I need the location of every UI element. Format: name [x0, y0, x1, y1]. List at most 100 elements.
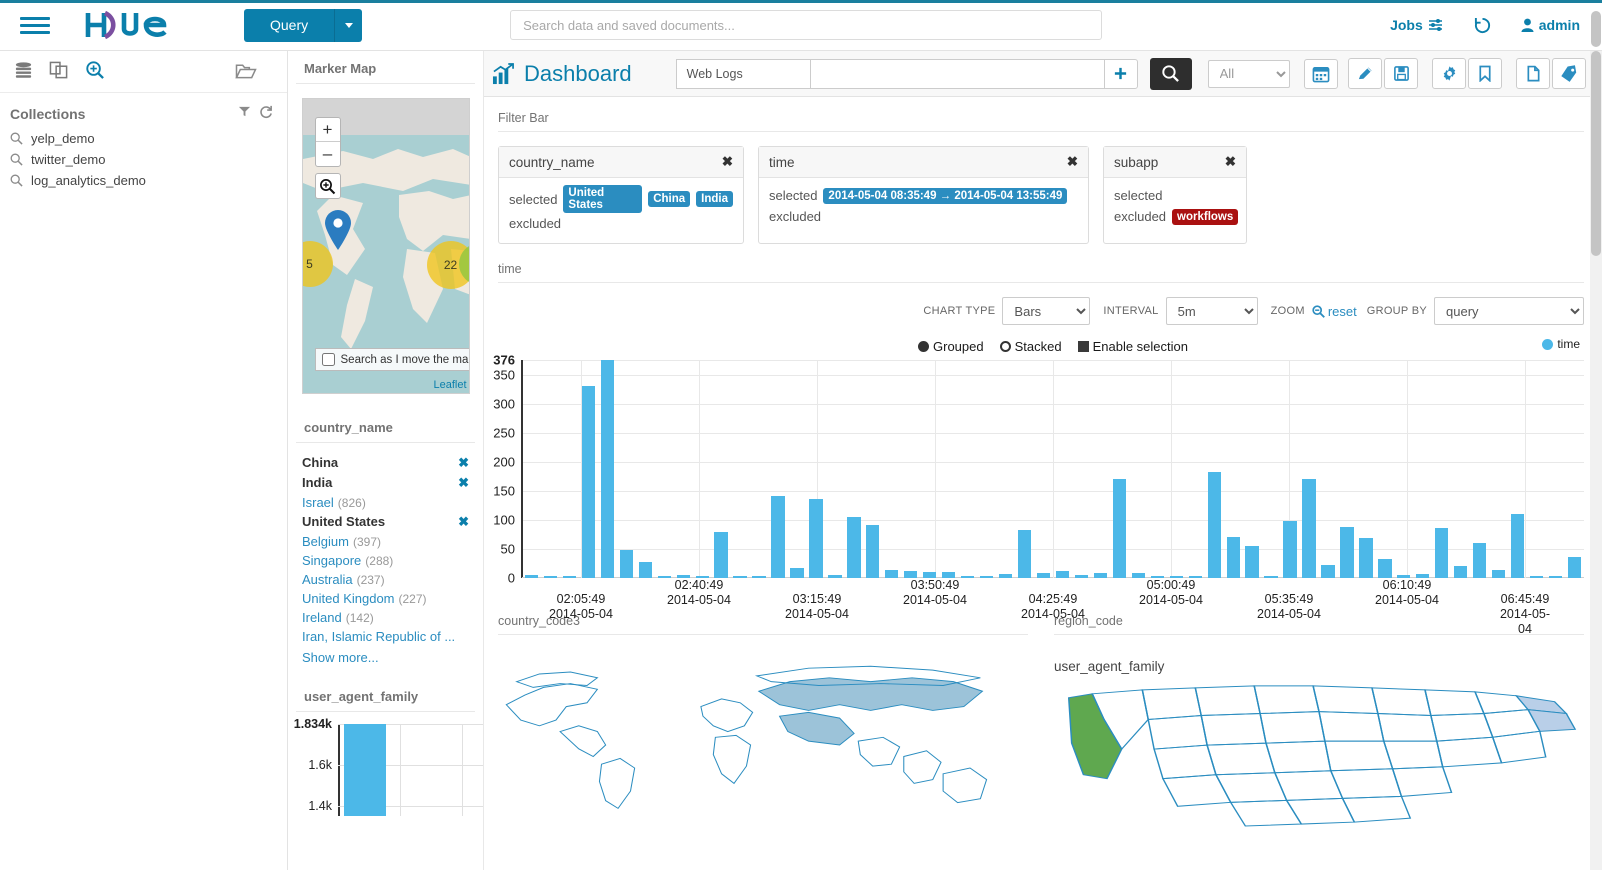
- database-icon[interactable]: [14, 61, 33, 83]
- query-button-group[interactable]: Query: [244, 8, 363, 42]
- remove-icon[interactable]: ✖: [458, 475, 469, 490]
- chart-bar[interactable]: [752, 576, 766, 578]
- chart-bar[interactable]: [1036, 572, 1051, 578]
- collection-item-log-analytics-demo[interactable]: log_analytics_demo: [0, 170, 287, 191]
- us-choropleth-map[interactable]: [1054, 680, 1584, 830]
- excluded-tag-workflows[interactable]: workflows: [1172, 208, 1239, 225]
- chart-bar[interactable]: [1283, 521, 1297, 578]
- chart-bar[interactable]: [961, 576, 975, 578]
- bookmark-button[interactable]: [1468, 58, 1502, 89]
- mini-bar[interactable]: [344, 724, 386, 816]
- map-marker-pin[interactable]: [323, 209, 353, 254]
- chart-bar[interactable]: [1397, 574, 1411, 578]
- facet-item-israel[interactable]: Israel (826): [302, 495, 366, 510]
- chart-bar[interactable]: [790, 567, 804, 578]
- facet-item-australia[interactable]: Australia (237): [302, 572, 385, 587]
- stacked-radio[interactable]: Stacked: [999, 339, 1062, 354]
- chart-bar[interactable]: [828, 574, 842, 578]
- chart-bar[interactable]: [638, 561, 652, 578]
- zoom-reset-link[interactable]: reset: [1312, 304, 1357, 319]
- selected-tag-united-states[interactable]: United States: [563, 185, 643, 213]
- facet-item-belgium[interactable]: Belgium (397): [302, 534, 381, 549]
- chart-bar[interactable]: [998, 573, 1013, 578]
- leaflet-attribution[interactable]: Leaflet: [433, 379, 467, 391]
- chart-bar[interactable]: [1207, 472, 1221, 578]
- history-button[interactable]: [1474, 17, 1491, 34]
- chart-bar[interactable]: [581, 385, 595, 578]
- grouped-radio[interactable]: Grouped: [918, 339, 984, 354]
- chart-bar[interactable]: [1359, 538, 1373, 578]
- chart-bar[interactable]: [1188, 576, 1202, 578]
- folder-open-icon[interactable]: [235, 61, 257, 83]
- selected-tag-time-range[interactable]: 2014-05-04 08:35:49 → 2014-05-04 13:55:4…: [823, 187, 1068, 204]
- group-by-select[interactable]: query: [1434, 297, 1584, 325]
- scope-select[interactable]: All: [1207, 59, 1290, 88]
- chart-bar[interactable]: [676, 574, 690, 578]
- chart-bar[interactable]: [1264, 576, 1278, 578]
- marker-map[interactable]: + – 5 22 2: [301, 98, 470, 394]
- chart-bar[interactable]: [1131, 572, 1145, 578]
- close-icon[interactable]: ✖: [721, 154, 733, 169]
- show-more-link[interactable]: Show more...: [302, 650, 379, 665]
- chart-bar[interactable]: [1226, 536, 1240, 578]
- enable-selection-toggle[interactable]: Enable selection: [1077, 339, 1188, 354]
- map-zoom-controls[interactable]: + –: [314, 117, 341, 167]
- chart-bar[interactable]: [524, 574, 539, 578]
- chart-bar[interactable]: [1169, 576, 1183, 578]
- chart-bar[interactable]: [1567, 557, 1582, 578]
- query-dropdown-toggle[interactable]: [334, 8, 363, 42]
- map-zoom-out-button[interactable]: –: [322, 144, 333, 163]
- world-choropleth-map[interactable]: [498, 649, 1028, 819]
- selected-tag-china[interactable]: China: [648, 191, 691, 207]
- scrollbar-thumb[interactable]: [1591, 51, 1601, 256]
- query-input[interactable]: [809, 58, 1104, 89]
- map-zoom-in-button[interactable]: +: [315, 118, 340, 142]
- global-search-input[interactable]: [510, 10, 1103, 40]
- chart-plot-area[interactable]: 0 50 100 150 200 250 300 350 376: [493, 353, 1584, 586]
- chart-bar[interactable]: [695, 576, 709, 578]
- chart-bar[interactable]: [600, 360, 614, 578]
- remove-icon[interactable]: ✖: [458, 514, 469, 529]
- chart-bar[interactable]: [1492, 570, 1506, 578]
- chart-bar[interactable]: [1074, 575, 1089, 578]
- chart-bar[interactable]: [1112, 478, 1126, 578]
- chart-bar[interactable]: [904, 571, 918, 578]
- facet-item-singapore[interactable]: Singapore (288): [302, 553, 394, 568]
- chart-bar[interactable]: [866, 525, 880, 578]
- chart-bar[interactable]: [771, 496, 785, 578]
- page-scrollbar[interactable]: [1590, 11, 1602, 870]
- refresh-icon[interactable]: [259, 105, 273, 122]
- user-menu[interactable]: admin: [1521, 17, 1580, 33]
- chart-bar[interactable]: [1529, 575, 1544, 578]
- collection-item-twitter-demo[interactable]: twitter_demo: [0, 149, 287, 170]
- hamburger-icon[interactable]: [20, 13, 50, 38]
- close-icon[interactable]: ✖: [1224, 154, 1236, 169]
- interval-select[interactable]: 5m: [1165, 297, 1258, 325]
- chart-bar[interactable]: [923, 571, 937, 578]
- chart-type-select[interactable]: Bars: [1002, 297, 1091, 325]
- save-button[interactable]: [1384, 58, 1418, 89]
- tag-button[interactable]: [1552, 58, 1586, 89]
- settings-button[interactable]: [1432, 58, 1466, 89]
- zoom-search-icon[interactable]: [85, 60, 105, 83]
- facet-item-iran[interactable]: Iran, Islamic Republic of ...: [302, 629, 456, 644]
- hue-logo[interactable]: [84, 9, 198, 41]
- chart-bar[interactable]: [619, 550, 633, 578]
- chart-bar[interactable]: [1321, 564, 1335, 578]
- search-button[interactable]: [1149, 57, 1192, 90]
- chart-bar[interactable]: [733, 576, 747, 578]
- chart-bar[interactable]: [1245, 545, 1259, 578]
- map-cluster-2[interactable]: 2: [458, 243, 469, 285]
- chart-bar[interactable]: [1416, 573, 1430, 578]
- chart-bar[interactable]: [543, 576, 558, 578]
- calendar-button[interactable]: [1303, 58, 1338, 89]
- chart-bar[interactable]: [1435, 527, 1449, 578]
- chart-bar[interactable]: [1454, 566, 1468, 578]
- collection-name-box[interactable]: Web Logs: [675, 58, 810, 89]
- chart-bar[interactable]: [942, 571, 956, 578]
- collection-item-yelp-demo[interactable]: yelp_demo: [0, 128, 287, 149]
- query-button[interactable]: Query: [244, 8, 335, 42]
- new-file-button[interactable]: [1516, 58, 1550, 89]
- facet-item-united-kingdom[interactable]: United Kingdom (227): [302, 591, 427, 606]
- selected-tag-india[interactable]: India: [696, 191, 733, 207]
